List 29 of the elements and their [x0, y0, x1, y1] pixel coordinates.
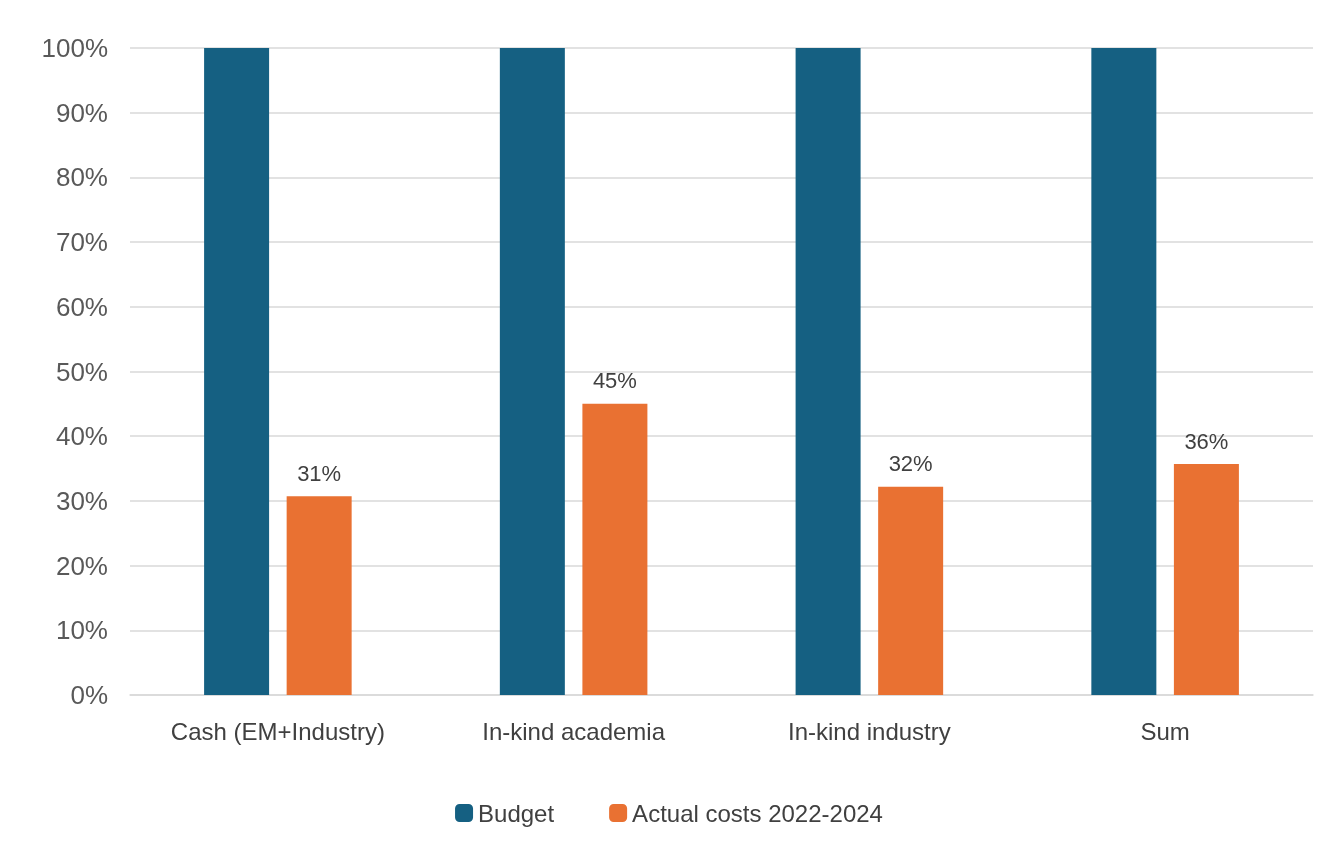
- y-tick-label: 70%: [55, 227, 108, 258]
- bar: [499, 48, 565, 695]
- y-tick-label: 40%: [55, 421, 108, 452]
- y-tick-label: 80%: [55, 162, 108, 193]
- x-tick-label: Sum: [1140, 717, 1190, 745]
- bar: [582, 403, 648, 695]
- y-tick-label: 0%: [70, 680, 108, 710]
- legend-label: Budget: [478, 799, 555, 827]
- x-tick-label: In-kind academia: [482, 717, 666, 745]
- y-tick-label: 50%: [55, 356, 108, 387]
- y-tick-label: 60%: [55, 291, 108, 322]
- legend-label: Actual costs 2022-2024: [632, 799, 883, 827]
- y-tick-label: 30%: [55, 485, 108, 516]
- x-tick-label: Cash (EM+Industry): [170, 717, 385, 745]
- bar: [204, 48, 270, 695]
- data-label: 32%: [888, 451, 933, 477]
- bar: [286, 496, 352, 695]
- y-tick-label: 10%: [55, 615, 108, 646]
- bar: [795, 48, 861, 695]
- y-tick-label: 100%: [41, 33, 108, 63]
- data-label: 31%: [297, 460, 342, 486]
- y-tick-label: 90%: [55, 97, 108, 128]
- bar: [1173, 464, 1239, 695]
- data-label: 45%: [592, 368, 637, 394]
- bar: [1091, 48, 1157, 695]
- y-tick-label: 20%: [55, 550, 108, 581]
- x-tick-label: In-kind industry: [788, 717, 951, 745]
- bar: [878, 486, 944, 695]
- data-label: 36%: [1184, 428, 1229, 454]
